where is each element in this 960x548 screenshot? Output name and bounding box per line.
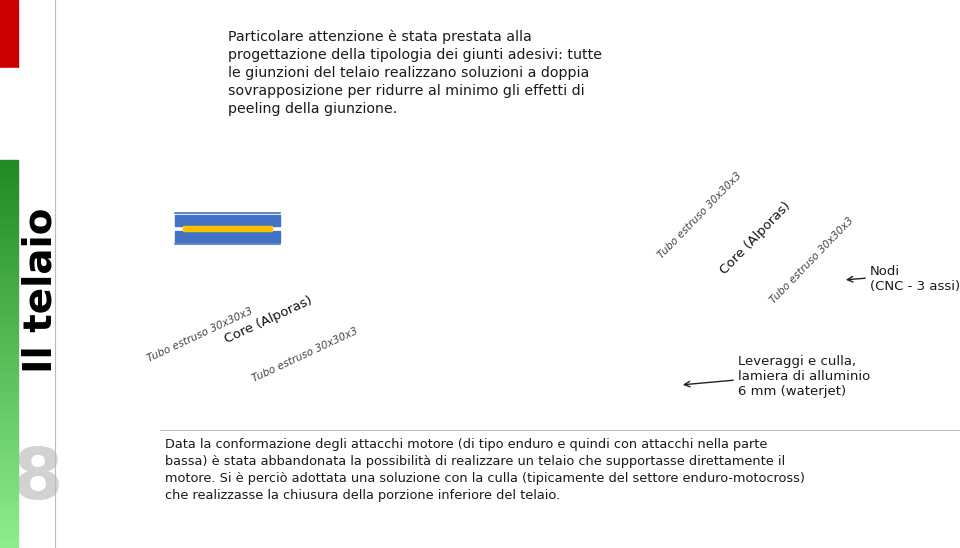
Bar bbox=[0, 315, 18, 326]
Text: Core (Alporas): Core (Alporas) bbox=[717, 199, 793, 277]
Bar bbox=[0, 344, 18, 355]
Text: le giunzioni del telaio realizzano soluzioni a doppia: le giunzioni del telaio realizzano soluz… bbox=[228, 66, 589, 80]
Bar bbox=[0, 402, 18, 413]
Text: peeling della giunzione.: peeling della giunzione. bbox=[228, 102, 397, 116]
Bar bbox=[0, 373, 18, 384]
Text: motore. Si è perciò adottata una soluzione con la culla (tipicamente del settore: motore. Si è perciò adottata una soluzio… bbox=[165, 472, 805, 485]
Text: bassa) è stata abbandonata la possibilità di realizzare un telaio che supportass: bassa) è stata abbandonata la possibilit… bbox=[165, 455, 785, 468]
Bar bbox=[183, 226, 272, 231]
Bar bbox=[0, 470, 18, 481]
Text: Tubo estruso 30x30x3: Tubo estruso 30x30x3 bbox=[251, 326, 359, 384]
Bar bbox=[0, 305, 18, 316]
Text: che realizzasse la chiusura della porzione inferiore del telaio.: che realizzasse la chiusura della porzio… bbox=[165, 489, 560, 502]
Bar bbox=[0, 451, 18, 462]
Bar bbox=[0, 296, 18, 306]
Bar bbox=[0, 257, 18, 268]
Bar bbox=[0, 276, 18, 287]
Text: Il telaio: Il telaio bbox=[21, 207, 59, 373]
Text: sovrapposizione per ridurre al minimo gli effetti di: sovrapposizione per ridurre al minimo gl… bbox=[228, 84, 585, 98]
Text: Leveraggi e culla,
lamiera di alluminio
6 mm (waterjet): Leveraggi e culla, lamiera di alluminio … bbox=[738, 355, 871, 398]
Text: Tubo estruso 30x30x3: Tubo estruso 30x30x3 bbox=[657, 170, 744, 260]
Bar bbox=[0, 461, 18, 471]
Bar bbox=[0, 238, 18, 248]
Bar bbox=[0, 432, 18, 442]
Bar bbox=[0, 189, 18, 200]
Text: Nodi
(CNC - 3 assi): Nodi (CNC - 3 assi) bbox=[870, 265, 960, 293]
Bar bbox=[0, 286, 18, 297]
Bar bbox=[175, 215, 280, 226]
Text: Particolare attenzione è stata prestata alla: Particolare attenzione è stata prestata … bbox=[228, 30, 532, 44]
Bar bbox=[0, 267, 18, 277]
Bar bbox=[0, 247, 18, 258]
Bar bbox=[0, 160, 18, 170]
Text: Data la conformazione degli attacchi motore (di tipo enduro e quindi con attacch: Data la conformazione degli attacchi mot… bbox=[165, 438, 767, 451]
Bar bbox=[0, 499, 18, 510]
Bar bbox=[0, 519, 18, 529]
Bar bbox=[0, 208, 18, 219]
Bar bbox=[0, 529, 18, 539]
Text: Tubo estruso 30x30x3: Tubo estruso 30x30x3 bbox=[768, 215, 855, 305]
Bar bbox=[0, 228, 18, 238]
Bar bbox=[0, 538, 18, 548]
Bar bbox=[0, 325, 18, 335]
Bar bbox=[0, 412, 18, 423]
Bar bbox=[0, 354, 18, 365]
Bar bbox=[0, 393, 18, 403]
Text: 8: 8 bbox=[12, 446, 63, 515]
Bar bbox=[0, 170, 18, 180]
Bar bbox=[0, 68, 18, 160]
Bar bbox=[0, 0, 18, 68]
Bar bbox=[0, 383, 18, 394]
Bar bbox=[0, 335, 18, 345]
Text: Tubo estruso 30x30x3: Tubo estruso 30x30x3 bbox=[146, 306, 254, 364]
Bar bbox=[0, 199, 18, 209]
Bar bbox=[0, 422, 18, 432]
Bar bbox=[0, 218, 18, 229]
Bar bbox=[0, 364, 18, 374]
Bar bbox=[0, 441, 18, 452]
Text: progettazione della tipologia dei giunti adesivi: tutte: progettazione della tipologia dei giunti… bbox=[228, 48, 602, 62]
Bar bbox=[0, 480, 18, 491]
Bar bbox=[0, 490, 18, 500]
Bar bbox=[175, 231, 280, 242]
Bar bbox=[0, 509, 18, 520]
Bar bbox=[0, 179, 18, 190]
Text: Core (Alporas): Core (Alporas) bbox=[222, 294, 314, 346]
